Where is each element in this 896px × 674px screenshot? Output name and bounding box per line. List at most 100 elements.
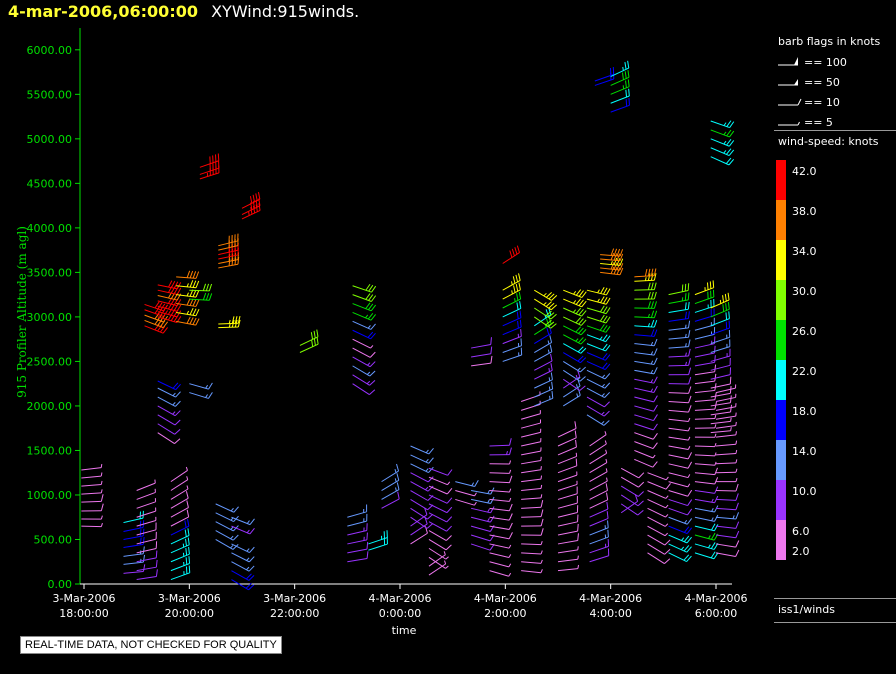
wind-barb (668, 534, 692, 544)
wind-barb (502, 338, 522, 353)
wind-barb (668, 376, 692, 385)
wind-barb (634, 449, 656, 459)
wind-barb (215, 503, 239, 513)
wind-barb (586, 296, 611, 305)
wind-barb (455, 479, 479, 488)
colorbar-segment (776, 360, 786, 400)
wind-barb (231, 561, 255, 572)
wind-barb (557, 439, 577, 456)
wind-barb (589, 477, 608, 491)
wind-barb (428, 494, 453, 504)
wind-barb (428, 467, 453, 476)
wind-barb (668, 348, 691, 358)
wind-barb (470, 506, 495, 514)
wind-barb (471, 337, 492, 349)
wind-barb (557, 555, 579, 563)
wind-barb (534, 353, 553, 371)
wind-barb (715, 440, 738, 447)
wind-barb (610, 60, 630, 77)
wind-barb (634, 268, 657, 278)
wind-barb (610, 70, 630, 86)
wind-barb (455, 490, 477, 497)
barb-label-50: == 50 (804, 76, 840, 89)
svg-text:4-Mar-2006: 4-Mar-2006 (474, 592, 537, 605)
wind-barb (81, 464, 103, 471)
wind-barb (694, 355, 716, 367)
wind-barb (694, 308, 715, 322)
wind-barb (557, 458, 578, 474)
wind-barb (634, 301, 657, 309)
wind-barb (715, 530, 740, 539)
wind-barb (586, 414, 610, 426)
wind-barb (586, 324, 611, 333)
wind-barb (428, 485, 453, 495)
wind-barb (170, 476, 189, 491)
wind-barb (352, 283, 377, 293)
wind-barb (668, 405, 692, 413)
wind-barb (136, 569, 158, 581)
wind-barb (668, 552, 692, 562)
wind-barb (563, 352, 587, 364)
wind-barb (502, 319, 522, 336)
quality-disclaimer: REAL-TIME DATA, NOT CHECKED FOR QUALITY (20, 636, 282, 654)
wind-barb (586, 369, 611, 380)
wind-barb (381, 491, 400, 509)
wind-barb (694, 532, 719, 541)
wind-barb (647, 481, 671, 490)
svg-text:3-Mar-2006: 3-Mar-2006 (263, 592, 326, 605)
wind-barb (347, 504, 368, 518)
wind-barb (231, 516, 255, 526)
wind-barb (634, 319, 658, 328)
wind-barb (620, 467, 645, 479)
wind-barb (715, 421, 737, 429)
wind-barb (620, 503, 644, 516)
wind-barb (534, 363, 553, 380)
wind-barb (176, 270, 200, 279)
wind-barb (347, 541, 369, 554)
wind-barb (410, 454, 434, 464)
wind-barb (347, 551, 369, 563)
wind-barb (144, 312, 169, 323)
colorbar-label: 38.0 (792, 205, 817, 218)
legend-divider (774, 622, 896, 623)
wind-barb (600, 253, 624, 262)
wind-barb (428, 556, 449, 569)
wind-barb (199, 160, 220, 175)
wind-barb (534, 316, 557, 329)
wind-barb (586, 378, 611, 389)
wind-barb (563, 360, 586, 373)
wind-barb (710, 147, 735, 157)
wind-barb (215, 530, 239, 541)
wind-barb (215, 521, 239, 532)
wind-barb (471, 346, 493, 358)
wind-barb (694, 452, 717, 457)
wind-barb (502, 310, 522, 327)
wind-barb (489, 522, 513, 530)
wind-barb (668, 543, 692, 553)
wind-barb (557, 546, 579, 554)
wind-barb (136, 516, 157, 527)
wind-barb (215, 539, 239, 550)
wind-barb (694, 477, 719, 485)
wind-barb (710, 358, 731, 371)
wind-barb (634, 357, 658, 365)
barb-label-100: == 100 (804, 56, 847, 69)
wind-barb (502, 347, 523, 362)
wind-barb (647, 534, 671, 546)
wind-barb (668, 516, 693, 525)
wind-barb (710, 302, 730, 318)
wind-barb (586, 334, 611, 343)
colorbar-label: 30.0 (792, 285, 817, 298)
wind-barb (715, 384, 737, 394)
wind-barb (562, 369, 586, 382)
wind-barb (489, 532, 513, 540)
wind-barb (600, 257, 624, 266)
wind-barb (563, 316, 587, 326)
barb-flags-title: barb flags in knots (778, 35, 881, 48)
legend-divider (774, 130, 896, 131)
wind-barb (694, 299, 715, 313)
x-tick-label: 3-Mar-2006 20:00:00 (158, 592, 221, 620)
wind-barb (489, 488, 512, 493)
wind-barb (170, 537, 190, 554)
wind-barb (144, 301, 169, 312)
